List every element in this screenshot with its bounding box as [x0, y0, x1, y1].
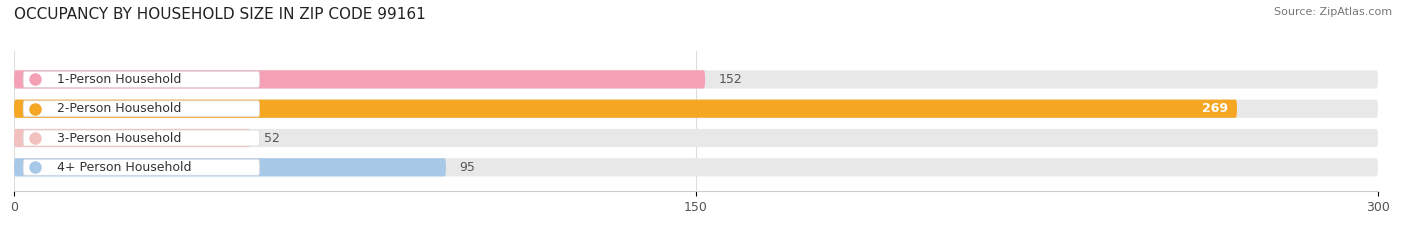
Text: Source: ZipAtlas.com: Source: ZipAtlas.com — [1274, 7, 1392, 17]
FancyBboxPatch shape — [22, 159, 260, 175]
Text: 4+ Person Household: 4+ Person Household — [58, 161, 191, 174]
Text: 3-Person Household: 3-Person Household — [58, 131, 181, 144]
Text: 2-Person Household: 2-Person Household — [58, 102, 181, 115]
FancyBboxPatch shape — [22, 72, 260, 87]
FancyBboxPatch shape — [14, 129, 1378, 147]
FancyBboxPatch shape — [22, 130, 260, 146]
FancyBboxPatch shape — [14, 70, 1378, 89]
FancyBboxPatch shape — [14, 100, 1237, 118]
FancyBboxPatch shape — [14, 100, 1378, 118]
Text: 52: 52 — [264, 131, 280, 144]
Text: 269: 269 — [1202, 102, 1227, 115]
FancyBboxPatch shape — [14, 70, 704, 89]
FancyBboxPatch shape — [22, 101, 260, 117]
Text: OCCUPANCY BY HOUSEHOLD SIZE IN ZIP CODE 99161: OCCUPANCY BY HOUSEHOLD SIZE IN ZIP CODE … — [14, 7, 426, 22]
Text: 95: 95 — [460, 161, 475, 174]
FancyBboxPatch shape — [14, 129, 250, 147]
Text: 1-Person Household: 1-Person Household — [58, 73, 181, 86]
Text: 152: 152 — [718, 73, 742, 86]
FancyBboxPatch shape — [14, 158, 446, 176]
FancyBboxPatch shape — [14, 158, 1378, 176]
